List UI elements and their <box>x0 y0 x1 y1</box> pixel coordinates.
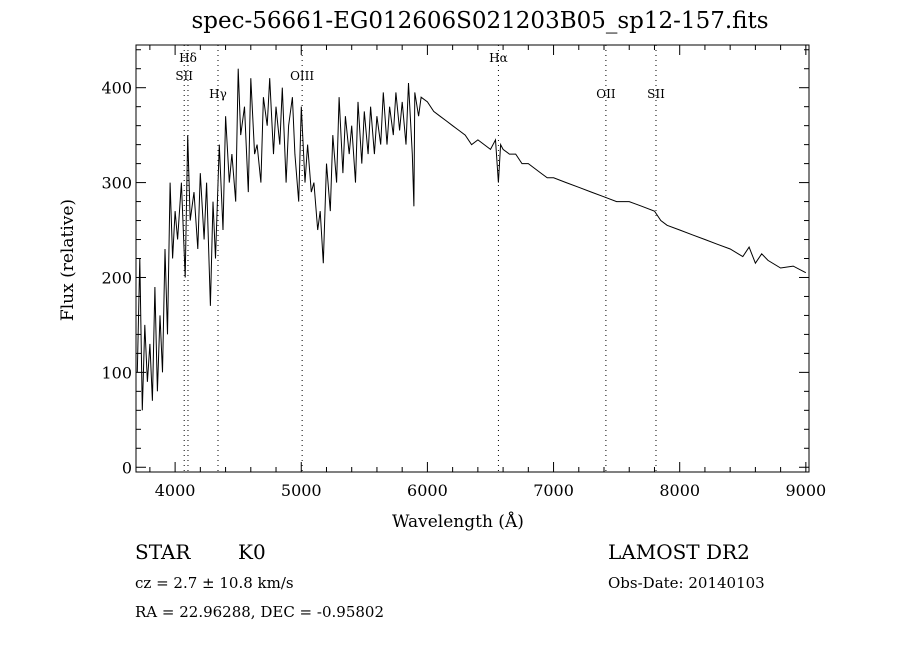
redshift: cz = 2.7 ± 10.8 km/s <box>135 574 294 592</box>
y-axis-label: Flux (relative) <box>58 198 78 322</box>
emission-line-label: Hδ <box>179 51 197 65</box>
x-tick-label: 7000 <box>533 481 574 500</box>
emission-line-label: SII <box>175 69 193 83</box>
y-tick-label: 100 <box>101 363 132 382</box>
emission-line-label: Hγ <box>209 87 227 101</box>
y-tick-label: 400 <box>101 79 132 98</box>
chart-title: spec-56661-EG012606S021203B05_sp12-157.f… <box>191 8 769 34</box>
y-tick-label: 0 <box>122 458 132 477</box>
x-tick-label: 8000 <box>659 481 700 500</box>
obs-date: Obs-Date: 20140103 <box>608 574 765 592</box>
x-axis-label: Wavelength (Å) <box>392 512 524 532</box>
survey: LAMOST DR2 <box>608 540 750 564</box>
coordinates: RA = 22.96288, DEC = -0.95802 <box>135 603 384 621</box>
subclass: K0 <box>238 540 266 564</box>
emission-line-label: OII <box>596 87 616 101</box>
spectrum-line <box>136 68 807 411</box>
y-tick-label: 200 <box>101 268 132 287</box>
x-tick-label: 6000 <box>407 481 448 500</box>
emission-line-label: Hα <box>489 51 508 65</box>
x-tick-label: 9000 <box>785 481 826 500</box>
object-class: STAR <box>135 540 191 564</box>
emission-line-label: SII <box>647 87 665 101</box>
x-tick-label: 4000 <box>155 481 196 500</box>
x-tick-label: 5000 <box>281 481 322 500</box>
emission-line-label: OIII <box>290 69 314 83</box>
y-tick-label: 300 <box>101 174 132 193</box>
